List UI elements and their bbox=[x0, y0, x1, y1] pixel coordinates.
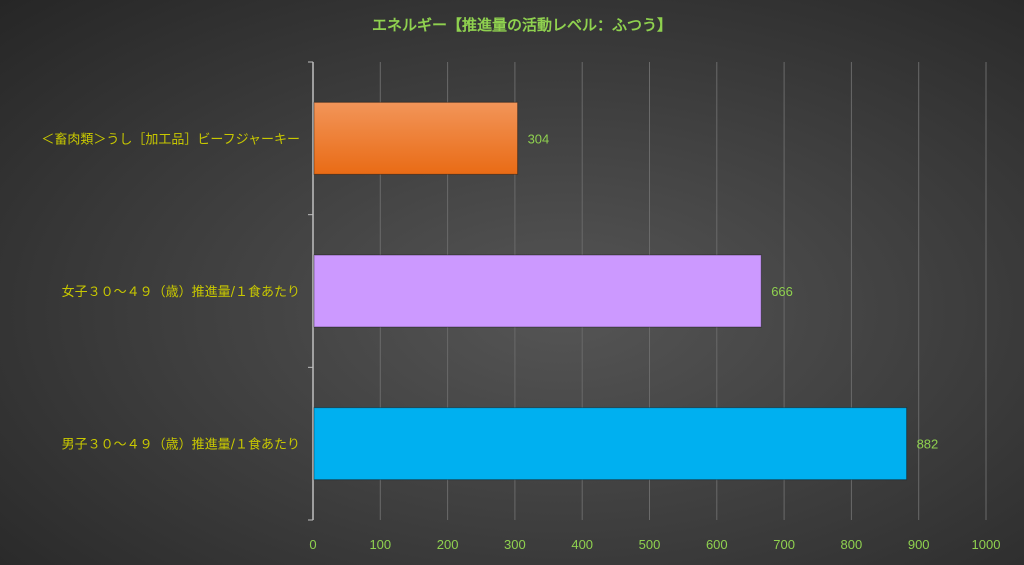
x-tick-label: 1000 bbox=[972, 537, 1001, 552]
bar bbox=[313, 407, 908, 481]
data-label: 304 bbox=[528, 131, 550, 146]
x-tick-label: 500 bbox=[639, 537, 661, 552]
x-tick-label: 300 bbox=[504, 537, 526, 552]
category-label: 男子３０～４９（歳）推進量/１食あたり bbox=[62, 437, 300, 453]
x-tick-label: 400 bbox=[571, 537, 593, 552]
chart-title: エネルギー【推進量の活動レベル：ふつう】 bbox=[371, 16, 672, 34]
data-label: 882 bbox=[917, 437, 939, 452]
x-tick-label: 600 bbox=[706, 537, 728, 552]
x-tick-label: 800 bbox=[841, 537, 863, 552]
x-tick-label: 100 bbox=[369, 537, 391, 552]
category-label: ＜畜肉類＞うし［加工品］ビーフジャーキー bbox=[41, 131, 300, 147]
x-tick-label: 200 bbox=[437, 537, 459, 552]
x-tick-label: 0 bbox=[309, 537, 316, 552]
x-tick-label: 700 bbox=[773, 537, 795, 552]
x-tick-label: 900 bbox=[908, 537, 930, 552]
data-label: 666 bbox=[771, 284, 793, 299]
category-label: 女子３０～４９（歳）推進量/１食あたり bbox=[62, 284, 300, 300]
bar bbox=[313, 101, 519, 175]
bar bbox=[313, 254, 762, 328]
